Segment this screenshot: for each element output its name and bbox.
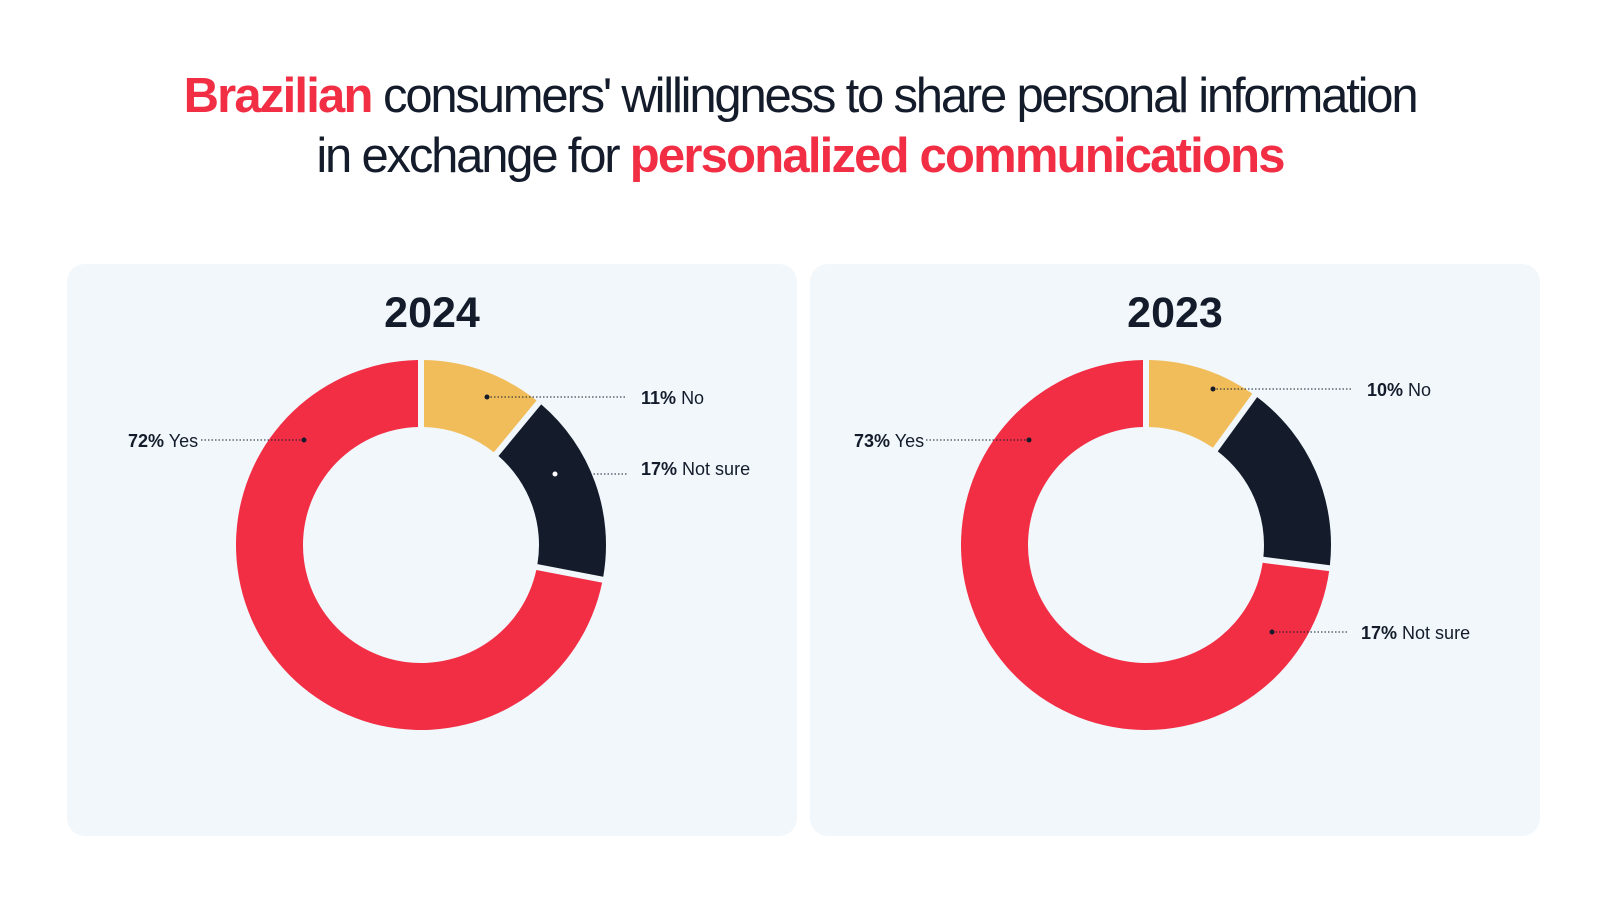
chart-panel-2024: 2024 72% Yes 11% No 17% Not sure [67, 264, 797, 836]
donut-chart-2023 [924, 360, 1353, 730]
label-not-sure: 17% Not sure [641, 458, 750, 480]
label-not-sure: 17% Not sure [1361, 622, 1470, 644]
label-no: 11% No [641, 387, 704, 409]
leader-dot-yes [301, 437, 307, 443]
chart-title-line-1: Brazilian consumers' willingness to shar… [0, 66, 1600, 126]
donut-chart-2024 [199, 360, 627, 730]
label-yes-value: 73% [854, 431, 891, 451]
label-no-text: No [681, 388, 705, 408]
label-no-value: 11% [641, 388, 677, 408]
label-no: 10% No [1367, 379, 1431, 401]
title-highlight-personalized: personalized communications [629, 129, 1286, 183]
slice-no [423, 360, 537, 453]
label-no-value: 10% [1367, 380, 1404, 400]
chart-title: Brazilian consumers' willingness to shar… [0, 66, 1600, 186]
label-yes-text: Yes [894, 431, 925, 451]
label-not-sure-text: Not sure [682, 459, 751, 479]
label-yes: 73% Yes [854, 430, 924, 452]
slice-not-sure [498, 404, 606, 577]
label-not-sure-text: Not sure [1402, 623, 1471, 643]
title-line2-text: in exchange for [316, 129, 630, 183]
chart-panel-2023: 2023 73% Yes 10% No 17% Not sure [810, 264, 1540, 836]
label-no-text: No [1408, 380, 1432, 400]
leader-dot-no [484, 394, 490, 400]
leader-dot-not-sure [1269, 629, 1275, 635]
slice-yes [961, 360, 1330, 730]
slice-no [1148, 360, 1253, 448]
slice-not-sure [1217, 397, 1331, 566]
title-line1-text: consumers' willingness to share personal… [371, 69, 1419, 123]
leader-dot-not-sure [552, 471, 558, 477]
label-not-sure-value: 17% [1361, 623, 1398, 643]
label-yes-text: Yes [168, 431, 199, 451]
chart-title-line-2: in exchange for personalized communicati… [0, 126, 1600, 186]
label-yes-value: 72% [128, 431, 165, 451]
slice-yes [236, 360, 603, 730]
chart-year-label: 2024 [384, 289, 480, 337]
chart-year-label: 2023 [1127, 289, 1223, 337]
label-yes: 72% Yes [128, 430, 198, 452]
title-highlight-brazilian: Brazilian [183, 69, 374, 123]
leader-dot-no [1210, 386, 1216, 392]
leader-dot-yes [1026, 437, 1032, 443]
label-not-sure-value: 17% [641, 459, 678, 479]
